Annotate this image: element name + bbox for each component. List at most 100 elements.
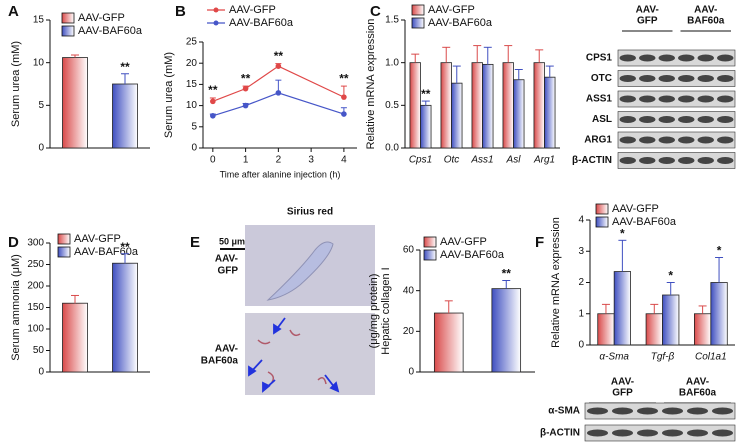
blot-band (712, 429, 733, 437)
blot-strip (617, 70, 736, 87)
blot-band (612, 429, 633, 437)
blot-band (619, 116, 636, 123)
y-tick-label: 0.0 (385, 143, 399, 154)
lane-header: AAV- (686, 377, 709, 388)
blot-band (619, 95, 636, 103)
y-tick-label: 4 (578, 215, 584, 226)
panel-letter: C (370, 3, 381, 20)
x-tick-label: Otc (444, 155, 460, 166)
significance: ** (421, 87, 431, 101)
blot-band (712, 407, 733, 415)
blot-band (619, 157, 636, 164)
bar (440, 62, 452, 149)
blot-strip (617, 49, 736, 67)
blot-band (678, 136, 695, 144)
bar (491, 288, 522, 373)
blot-label: β-ACTIN (540, 428, 580, 439)
blot-band (697, 116, 714, 123)
blot-band (658, 75, 675, 82)
blot-band (687, 429, 708, 437)
blot-band (717, 54, 734, 62)
x-tick-label: Col1a1 (695, 352, 727, 363)
panel-letter: E (190, 234, 200, 251)
scale-label: 50 μm (219, 236, 245, 246)
western-blots: AAV-GFPAAV-BAF60aCPS1OTCASS1ASLARG1β-ACT… (540, 5, 736, 442)
point (210, 112, 216, 119)
y-tick-label: 15 (186, 79, 198, 90)
blot-band (697, 95, 714, 103)
blot-band (678, 95, 695, 103)
blot-band (678, 157, 695, 164)
y-axis-label: Hepatic collagen I (380, 267, 392, 354)
blot-band (678, 54, 695, 62)
bar (662, 294, 680, 346)
row-label: BAF60a (201, 356, 239, 367)
blot-strip (617, 131, 736, 149)
significance: ** (208, 83, 218, 97)
bar (710, 282, 728, 346)
bar (420, 104, 432, 149)
y-tick-label: 20 (403, 326, 415, 337)
blot-strip (584, 424, 736, 442)
legend-swatch (595, 203, 609, 215)
panel-letter: A (8, 3, 19, 20)
blot-band (639, 95, 656, 103)
y-tick-label: 20 (186, 58, 198, 69)
lane-header: AAV- (636, 5, 659, 16)
blot-band (697, 75, 714, 82)
blot-band (717, 157, 734, 164)
blot-band (639, 116, 656, 123)
x-tick-label: 1 (243, 155, 249, 166)
x-tick-label: Ass1 (470, 155, 493, 166)
y-tick-label: 0 (578, 340, 584, 351)
significance: ** (339, 71, 349, 85)
bar (694, 313, 712, 346)
legend-swatch (57, 246, 71, 258)
legend-label: AAV-BAF60a (74, 246, 139, 258)
bar (533, 62, 545, 149)
y-tick-label: 5 (191, 121, 197, 132)
panel-letter: F (535, 234, 544, 251)
bar (409, 62, 421, 149)
blot-label: OTC (591, 73, 612, 84)
legend-label: AAV-GFP (78, 12, 125, 24)
significance: * (668, 269, 673, 283)
x-axis-label: Time after alanine injection (h) (220, 169, 341, 179)
y-tick-label: 10 (186, 100, 198, 111)
bar (451, 82, 463, 149)
stain-label: Sirius red (287, 207, 333, 218)
legend-label: AAV-BAF60a (78, 25, 143, 37)
y-tick-label: 200 (27, 281, 44, 292)
y-tick-label: 300 (27, 238, 44, 249)
y-tick-label: 0 (408, 367, 414, 378)
blot-band (697, 54, 714, 62)
y-tick-label: 1.0 (385, 57, 399, 68)
blot-band (639, 136, 656, 144)
x-tick-label: 3 (308, 155, 314, 166)
blot-band (658, 116, 675, 123)
row-label: AAV- (215, 344, 238, 355)
blot-band (697, 157, 714, 164)
blot-label: ARG1 (584, 135, 612, 146)
blot-band (587, 429, 608, 437)
blot-band (678, 75, 695, 82)
blot-strip (617, 90, 736, 108)
bar (433, 312, 464, 373)
line (212, 92, 345, 117)
x-tick-label: Tgf-β (651, 352, 675, 363)
y-tick-label: 60 (403, 245, 415, 256)
point (341, 94, 347, 100)
legend-swatch (57, 233, 71, 245)
y-tick-label: 0.5 (385, 100, 399, 111)
point (242, 85, 249, 92)
significance: ** (241, 71, 251, 85)
arrows (248, 317, 340, 393)
histology-images (220, 225, 375, 395)
significance: ** (502, 267, 512, 281)
vessel (266, 241, 334, 301)
x-tick-label: 0 (210, 155, 216, 166)
x-tick-label: 4 (341, 155, 347, 166)
bar (645, 313, 663, 346)
significance: * (620, 226, 625, 240)
